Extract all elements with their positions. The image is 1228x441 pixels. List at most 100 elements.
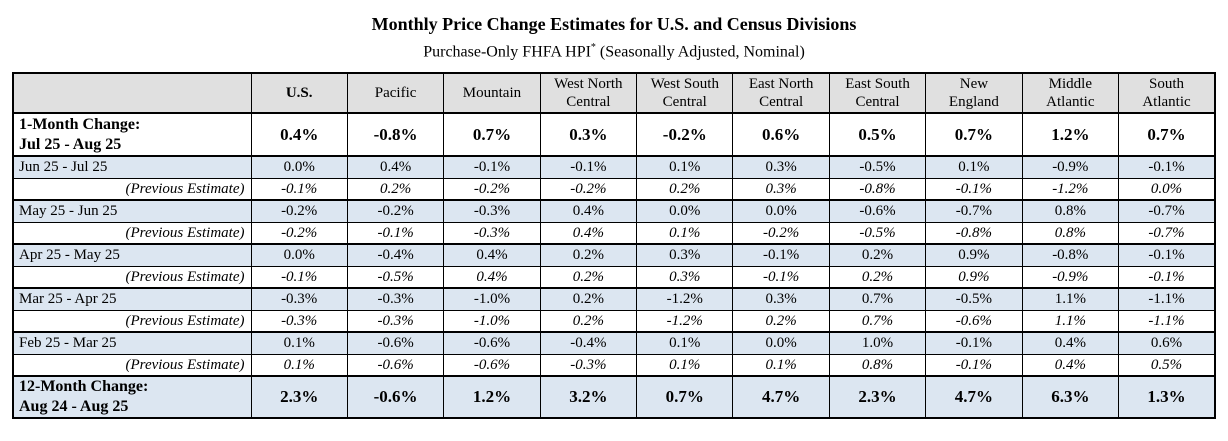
value-cell: 1.3% (1118, 375, 1216, 419)
value-cell: -0.2% (443, 177, 541, 201)
value-cell: 0.4% (346, 155, 445, 179)
value-cell: 0.4% (1021, 353, 1120, 377)
value-cell: 0.9% (925, 265, 1023, 289)
hpi-table: U.S. Pacific Mountain West North Central Wes… (12, 72, 1216, 420)
value-cell: 3.2% (539, 375, 638, 419)
row-label-cell: Mar 25 - Apr 25 (12, 287, 252, 311)
row-label-cell: 12-Month Change: Aug 24 - Aug 25 (12, 375, 252, 419)
value-cell: -0.5% (925, 287, 1023, 311)
value-cell: 0.0% (732, 199, 830, 223)
value-cell: 0.0% (732, 331, 830, 355)
value-cell: 0.5% (1118, 353, 1216, 377)
value-cell: -0.3% (250, 309, 348, 333)
value-cell: 0.0% (250, 155, 348, 179)
value-cell: 0.1% (732, 353, 830, 377)
value-cell: 1.1% (1021, 287, 1120, 311)
value-cell: 0.8% (828, 353, 927, 377)
value-cell: 1.0% (828, 331, 927, 355)
report-page: Monthly Price Change Estimates for U.S. … (0, 14, 1228, 420)
table-row: (Previous Estimate) -0.3% -0.3% -1.0% 0.2% -1… (12, 309, 1216, 333)
subtitle-text: Purchase-Only FHFA HPI (423, 43, 591, 61)
value-cell: 0.7% (828, 287, 927, 311)
value-cell: 0.3% (636, 265, 734, 289)
column-header: South Atlantic (1118, 72, 1216, 115)
value-cell: -0.2% (250, 221, 348, 245)
value-cell: -0.6% (828, 199, 927, 223)
value-cell: 2.3% (250, 375, 348, 419)
row-label-cell: Feb 25 - Mar 25 (12, 331, 252, 355)
value-cell: 0.3% (539, 112, 638, 157)
table-row: (Previous Estimate) -0.2% -0.1% -0.3% 0.4% 0.… (12, 221, 1216, 245)
table-row: Mar 25 - Apr 25 -0.3% -0.3% -1.0% 0.2% -1.2% 0… (12, 287, 1216, 311)
value-cell: -0.6% (346, 353, 445, 377)
value-cell: 0.2% (828, 243, 927, 267)
value-cell: -1.2% (636, 309, 734, 333)
value-cell: -0.1% (925, 353, 1023, 377)
subtitle: Purchase-Only FHFA HPI* (Seasonally Adju… (0, 42, 1228, 61)
value-cell: -0.1% (925, 177, 1023, 201)
value-cell: 0.2% (732, 309, 830, 333)
row-label-cell: (Previous Estimate) (12, 353, 252, 377)
value-cell: -0.1% (925, 331, 1023, 355)
value-cell: -0.7% (1118, 221, 1216, 245)
header-row: U.S. Pacific Mountain West North Central Wes… (12, 72, 1216, 115)
value-cell: -0.4% (346, 243, 445, 267)
table-row: 1-Month Change: Jul 25 - Aug 25 0.4% -0.8% 0… (12, 112, 1216, 157)
column-header: Middle Atlantic (1021, 72, 1120, 115)
value-cell: -0.1% (250, 177, 348, 201)
value-cell: -0.4% (539, 331, 638, 355)
table-row: (Previous Estimate) -0.1% 0.2% -0.2% -0.2% 0.… (12, 177, 1216, 201)
value-cell: -0.6% (925, 309, 1023, 333)
value-cell: 0.3% (732, 155, 830, 179)
value-cell: -1.2% (636, 287, 734, 311)
row-label-cell: (Previous Estimate) (12, 177, 252, 201)
value-cell: 0.1% (250, 353, 348, 377)
subtitle-suffix: (Seasonally Adjusted, Nominal) (595, 43, 805, 61)
value-cell: 1.2% (443, 375, 541, 419)
value-cell: 0.6% (1118, 331, 1216, 355)
value-cell: 0.2% (539, 287, 638, 311)
table-row: (Previous Estimate) 0.1% -0.6% -0.6% -0.3% 0.… (12, 353, 1216, 377)
value-cell: -0.7% (925, 199, 1023, 223)
value-cell: -0.1% (1118, 155, 1216, 179)
value-cell: -0.9% (1021, 265, 1120, 289)
hpi-table-body: 1-Month Change: Jul 25 - Aug 25 0.4% -0.8% 0… (12, 112, 1216, 419)
value-cell: -0.9% (1021, 155, 1120, 179)
table-row: Jun 25 - Jul 25 0.0% 0.4% -0.1% -0.1% 0.1% 0.3… (12, 155, 1216, 179)
row-label-cell: (Previous Estimate) (12, 265, 252, 289)
column-header: West North Central (539, 72, 638, 115)
value-cell: 0.1% (636, 221, 734, 245)
value-cell: 0.4% (1021, 331, 1120, 355)
value-cell: 4.7% (732, 375, 830, 419)
column-header: New England (925, 72, 1023, 115)
value-cell: 0.1% (636, 155, 734, 179)
page-title: Monthly Price Change Estimates for U.S. … (371, 14, 857, 34)
row-label-cell: 1-Month Change: Jul 25 - Aug 25 (12, 112, 252, 157)
value-cell: 0.8% (1021, 221, 1120, 245)
value-cell: -0.3% (250, 287, 348, 311)
value-cell: -0.3% (346, 287, 445, 311)
value-cell: -0.6% (443, 353, 541, 377)
value-cell: 0.4% (443, 265, 541, 289)
value-cell: -1.0% (443, 287, 541, 311)
corner-cell (12, 72, 252, 115)
value-cell: 0.1% (925, 155, 1023, 179)
row-label-cell: (Previous Estimate) (12, 309, 252, 333)
value-cell: -0.6% (346, 331, 445, 355)
value-cell: -0.6% (443, 331, 541, 355)
table-row: (Previous Estimate) -0.1% -0.5% 0.4% 0.2% 0.3… (12, 265, 1216, 289)
value-cell: -0.2% (636, 112, 734, 157)
value-cell: -0.3% (443, 221, 541, 245)
column-header: Pacific (346, 72, 445, 115)
value-cell: 0.7% (443, 112, 541, 157)
value-cell: 0.0% (1118, 177, 1216, 201)
value-cell: 0.2% (539, 265, 638, 289)
column-header: West South Central (636, 72, 734, 115)
value-cell: 0.7% (636, 375, 734, 419)
column-header: East North Central (732, 72, 830, 115)
hpi-table-header: U.S. Pacific Mountain West North Central Wes… (12, 72, 1216, 115)
value-cell: 0.7% (828, 309, 927, 333)
value-cell: 6.3% (1021, 375, 1120, 419)
value-cell: -1.1% (1118, 309, 1216, 333)
table-row: May 25 - Jun 25 -0.2% -0.2% -0.3% 0.4% 0.0% 0.… (12, 199, 1216, 223)
